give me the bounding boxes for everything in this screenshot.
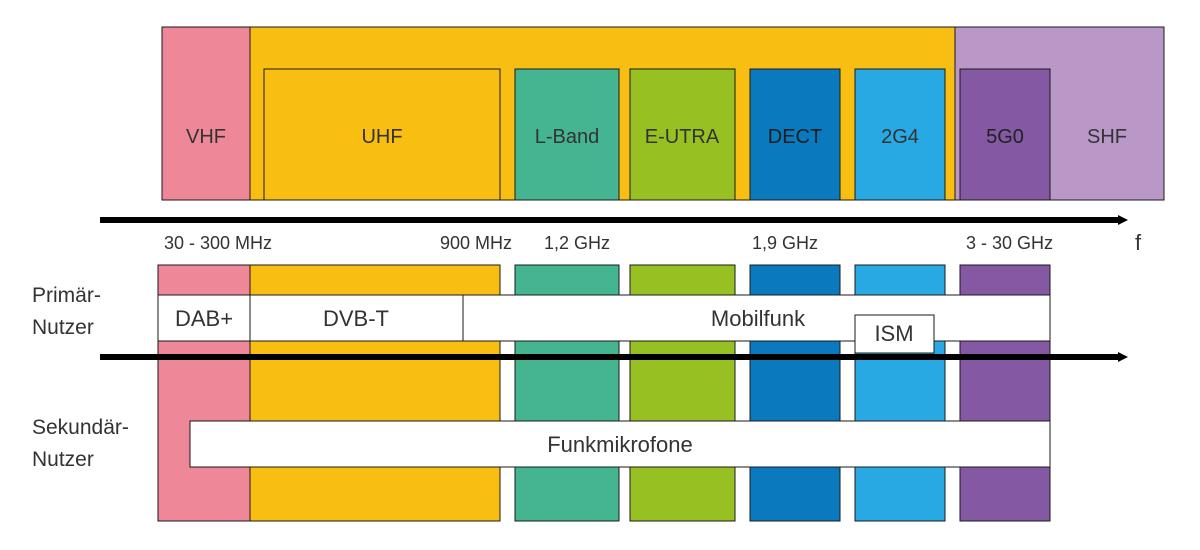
primary-users-label-line1: Primär- (32, 284, 101, 307)
dvb-t-box (249, 294, 464, 342)
secondary-users-label-line1: Sekundär- (32, 416, 129, 439)
top-spectrum-band: VHF UHF L-Band E-UTRA DECT 2G4 5G0 SHF (161, 26, 1165, 201)
user-category-labels: Primär- Nutzer Sekundär- Nutzer (32, 284, 129, 471)
shf-label: SHF (1087, 126, 1127, 148)
vhf-label: VHF (186, 126, 226, 148)
funkmikrofone-label: Funkmikrofone (547, 432, 693, 457)
funkmikrofone-box (189, 420, 1051, 468)
secondary-users-label-line2: Nutzer (32, 448, 94, 471)
frequency-labels: 30 - 300 MHz 900 MHz 1,2 GHz 1,9 GHz 3 -… (164, 233, 1053, 253)
e-utra-label: E-UTRA (645, 126, 720, 148)
freq-label-1-2ghz: 1,2 GHz (544, 233, 610, 253)
axis-symbol-f: f (1135, 230, 1142, 255)
2g4-label: 2G4 (881, 126, 919, 148)
freq-label-shf-range: 3 - 30 GHz (966, 233, 1053, 253)
e-utra-box (629, 68, 736, 201)
mobilfunk-label: Mobilfunk (711, 306, 806, 331)
2g4-box (854, 68, 946, 201)
dab-plus-label: DAB+ (175, 306, 233, 331)
uhf-label: UHF (361, 126, 402, 148)
primary-users-row: DAB+ DVB-T Mobilfunk (157, 294, 1051, 342)
vhf-region (161, 26, 251, 201)
l-band-box (514, 68, 620, 201)
freq-label-900mhz: 900 MHz (440, 233, 512, 253)
dect-label: DECT (768, 126, 822, 148)
dect-box (749, 68, 841, 201)
dab-plus-box (157, 294, 251, 342)
l-band-label: L-Band (535, 126, 600, 148)
ism-box (854, 314, 935, 354)
primary-users-label-line2: Nutzer (32, 316, 94, 339)
5g0-label: 5G0 (986, 126, 1024, 148)
freq-label-vhf-range: 30 - 300 MHz (164, 233, 272, 253)
freq-label-1-9ghz: 1,9 GHz (752, 233, 818, 253)
5g0-box (959, 68, 1051, 201)
ism-label: ISM (874, 321, 913, 346)
uhf-box (263, 68, 501, 201)
dvb-t-label: DVB-T (323, 306, 389, 331)
mobilfunk-box (462, 294, 1051, 342)
